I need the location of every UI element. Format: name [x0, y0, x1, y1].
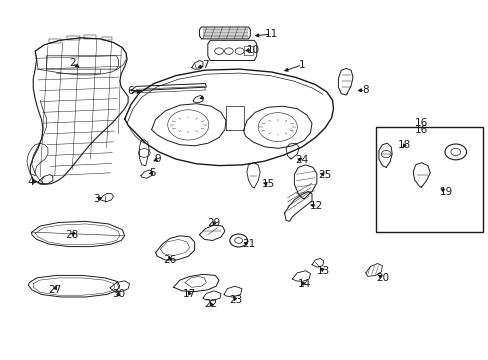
- Text: 20: 20: [375, 273, 388, 283]
- Text: 26: 26: [163, 255, 177, 265]
- Text: 24: 24: [295, 155, 308, 165]
- Text: 4: 4: [27, 177, 34, 187]
- Text: 1: 1: [298, 60, 305, 70]
- Text: 25: 25: [318, 170, 331, 180]
- Text: 10: 10: [246, 45, 259, 55]
- Text: 17: 17: [183, 289, 196, 300]
- Text: 12: 12: [309, 201, 323, 211]
- Text: 3: 3: [93, 194, 100, 204]
- Text: 18: 18: [397, 140, 411, 150]
- Text: 23: 23: [228, 294, 242, 305]
- Text: 16: 16: [414, 125, 427, 135]
- Text: 21: 21: [241, 239, 255, 249]
- Bar: [375, 127, 482, 232]
- Text: 6: 6: [127, 86, 134, 96]
- Text: 9: 9: [154, 154, 161, 164]
- Text: 29: 29: [207, 218, 221, 228]
- Text: 13: 13: [316, 266, 330, 276]
- Text: 28: 28: [65, 230, 79, 240]
- Text: 16: 16: [414, 118, 427, 128]
- Text: 7: 7: [202, 60, 208, 70]
- Text: 19: 19: [438, 186, 452, 197]
- Text: 8: 8: [362, 85, 368, 95]
- Text: 15: 15: [261, 179, 274, 189]
- Text: 27: 27: [48, 285, 61, 295]
- Text: 2: 2: [69, 58, 76, 68]
- Text: 5: 5: [149, 168, 156, 178]
- Text: 11: 11: [264, 29, 278, 39]
- Text: 22: 22: [204, 299, 218, 309]
- Text: 14: 14: [297, 279, 310, 289]
- Text: 30: 30: [112, 289, 124, 300]
